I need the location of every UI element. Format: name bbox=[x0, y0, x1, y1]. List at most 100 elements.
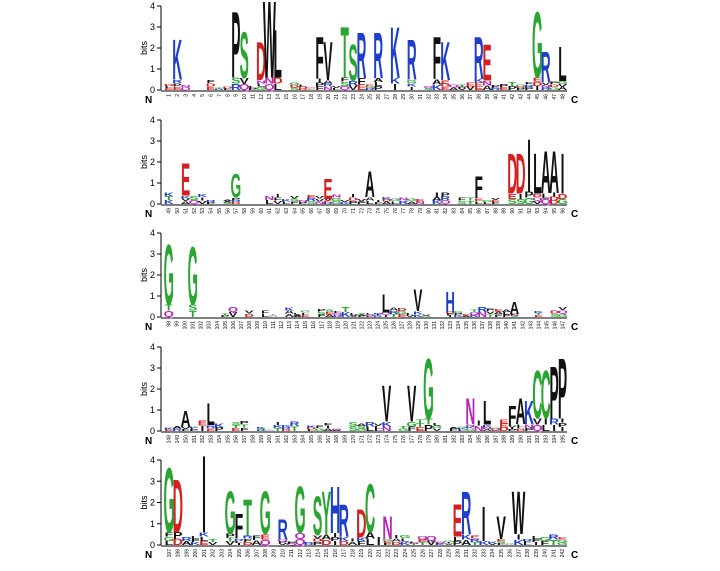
logo-letter-62-V: V bbox=[273, 200, 282, 205]
logo-letter-211-F: F bbox=[287, 542, 296, 544]
logo-letter-123-L: L bbox=[366, 313, 374, 315]
logo-letter-67-V: V bbox=[315, 196, 325, 200]
position-label: 21 bbox=[334, 94, 340, 100]
position-label: 46 bbox=[544, 94, 550, 100]
position-label: 218 bbox=[350, 549, 356, 558]
logo-stack-162: DRK bbox=[281, 425, 292, 432]
position-label: 212 bbox=[298, 549, 304, 558]
logo-stack-91: SID bbox=[516, 141, 526, 206]
logo-letter-210-Q: Q bbox=[277, 540, 288, 543]
logo-letter-18-S: S bbox=[307, 88, 317, 89]
logo-stack-40: RP bbox=[491, 85, 502, 91]
logo-stack-69: GGN bbox=[331, 194, 342, 205]
logo-letter-237-I: I bbox=[517, 533, 521, 541]
logo-letter-40-P: P bbox=[491, 85, 501, 89]
logo-stack-87: LG bbox=[482, 200, 493, 205]
logo-letter-32-S: S bbox=[424, 88, 434, 91]
logo-letter-14-L: L bbox=[274, 15, 282, 93]
logo-letter-1-E: E bbox=[164, 88, 174, 91]
position-label: 169 bbox=[343, 435, 349, 444]
logo-letter-81-I: I bbox=[435, 193, 439, 198]
logo-stack-128: VL bbox=[405, 312, 415, 318]
logo-letter-144-K: K bbox=[534, 311, 544, 314]
logo-letter-53-V: V bbox=[198, 200, 207, 205]
logo-letter-186-K: K bbox=[482, 424, 493, 427]
logo-letter-95-A: A bbox=[549, 139, 559, 207]
logo-stack-176: GT bbox=[398, 426, 409, 432]
position-label: 235 bbox=[499, 549, 505, 558]
position-label: 133 bbox=[448, 321, 454, 330]
logo-letter-98-G: G bbox=[164, 228, 174, 324]
logo-letter-207-A: A bbox=[251, 540, 261, 547]
position-label: 67 bbox=[317, 208, 323, 214]
logo-letter-235-E: E bbox=[496, 539, 506, 542]
logo-stack-111: NVI bbox=[268, 314, 278, 317]
logo-letter-98-Q: Q bbox=[164, 310, 175, 319]
logo-letter-39-N: N bbox=[482, 80, 492, 87]
logo-stack-163: TR bbox=[290, 421, 300, 433]
logo-stack-185: NI bbox=[474, 420, 484, 433]
position-label: 153 bbox=[209, 435, 215, 444]
logo-letter-127-D: D bbox=[397, 308, 407, 313]
position-label: 231 bbox=[464, 549, 470, 558]
logo-stack-64: FSV bbox=[290, 195, 300, 205]
position-label: 25 bbox=[368, 94, 374, 100]
logo-letter-170-S: S bbox=[349, 422, 358, 429]
logo-letter-217-K: K bbox=[339, 536, 349, 542]
position-label: 155 bbox=[225, 435, 231, 444]
position-label: 175 bbox=[393, 435, 399, 444]
position-label: 81 bbox=[435, 208, 441, 214]
logo-stack-14: LDL bbox=[273, 15, 283, 93]
logo-letter-87-G: G bbox=[482, 200, 493, 203]
logo-letter-137-R: R bbox=[477, 306, 487, 314]
logo-letter-127-G: G bbox=[397, 311, 407, 316]
logo-letter-233-I: I bbox=[482, 498, 486, 546]
logo-letter-194-P: P bbox=[550, 352, 559, 435]
logo-letter-49-K: K bbox=[164, 200, 175, 206]
logo-letter-79-E: E bbox=[416, 198, 426, 202]
logo-letter-23-S: S bbox=[349, 35, 358, 92]
logo-letter-222-N: N bbox=[382, 512, 392, 547]
logo-letter-219-K: K bbox=[356, 537, 367, 543]
logo-stack-41: EP bbox=[499, 84, 508, 92]
logo-stack-241: TR bbox=[548, 534, 559, 547]
position-label: 174 bbox=[384, 435, 390, 444]
logo-letter-208-E: E bbox=[260, 533, 270, 541]
logo-letter-93-D: D bbox=[532, 193, 542, 198]
position-label: 47 bbox=[552, 94, 558, 100]
position-label: 51 bbox=[183, 208, 189, 214]
logo-letter-51-E: E bbox=[181, 155, 190, 206]
logo-letter-95-D: D bbox=[549, 200, 560, 205]
logo-stack-212: QQG bbox=[295, 473, 306, 548]
logo-letter-201-L: L bbox=[200, 536, 209, 542]
logo-letter-48-L: L bbox=[558, 36, 566, 92]
logo-letter-167-I: I bbox=[326, 425, 330, 429]
logo-letter-63-K: K bbox=[281, 199, 292, 203]
logo-letter-76-G: G bbox=[390, 198, 401, 202]
logo-stack-21: LV bbox=[332, 86, 342, 91]
logo-letter-122-A: A bbox=[357, 314, 367, 316]
logo-letter-34-K: K bbox=[440, 32, 450, 92]
y-tick-label: 4 bbox=[150, 455, 155, 465]
logo-stack-37: VE bbox=[466, 82, 475, 91]
position-label: 55 bbox=[217, 208, 223, 214]
logo-letter-186-N: N bbox=[482, 427, 492, 430]
y-tick-label: 3 bbox=[150, 22, 155, 32]
position-label: 224 bbox=[403, 549, 409, 558]
logo-letter-236-S: S bbox=[505, 543, 515, 544]
logo-letter-7-R: R bbox=[214, 89, 224, 91]
logo-letter-197-G: G bbox=[163, 536, 174, 542]
logo-stack-218: AI bbox=[347, 537, 358, 546]
logo-letter-25-R: R bbox=[365, 88, 375, 91]
logo-letter-8-F: F bbox=[223, 88, 231, 90]
y-tick-label: 1 bbox=[150, 405, 155, 415]
logo-stack-232: TRE bbox=[470, 535, 481, 546]
logo-letter-76-L: L bbox=[391, 201, 399, 205]
position-label: 13 bbox=[267, 94, 273, 100]
logo-letter-171-S: S bbox=[357, 426, 367, 430]
logo-stack-173: LLV bbox=[374, 423, 384, 432]
logo-letter-86-L: L bbox=[475, 201, 483, 205]
position-label: 181 bbox=[443, 435, 449, 444]
